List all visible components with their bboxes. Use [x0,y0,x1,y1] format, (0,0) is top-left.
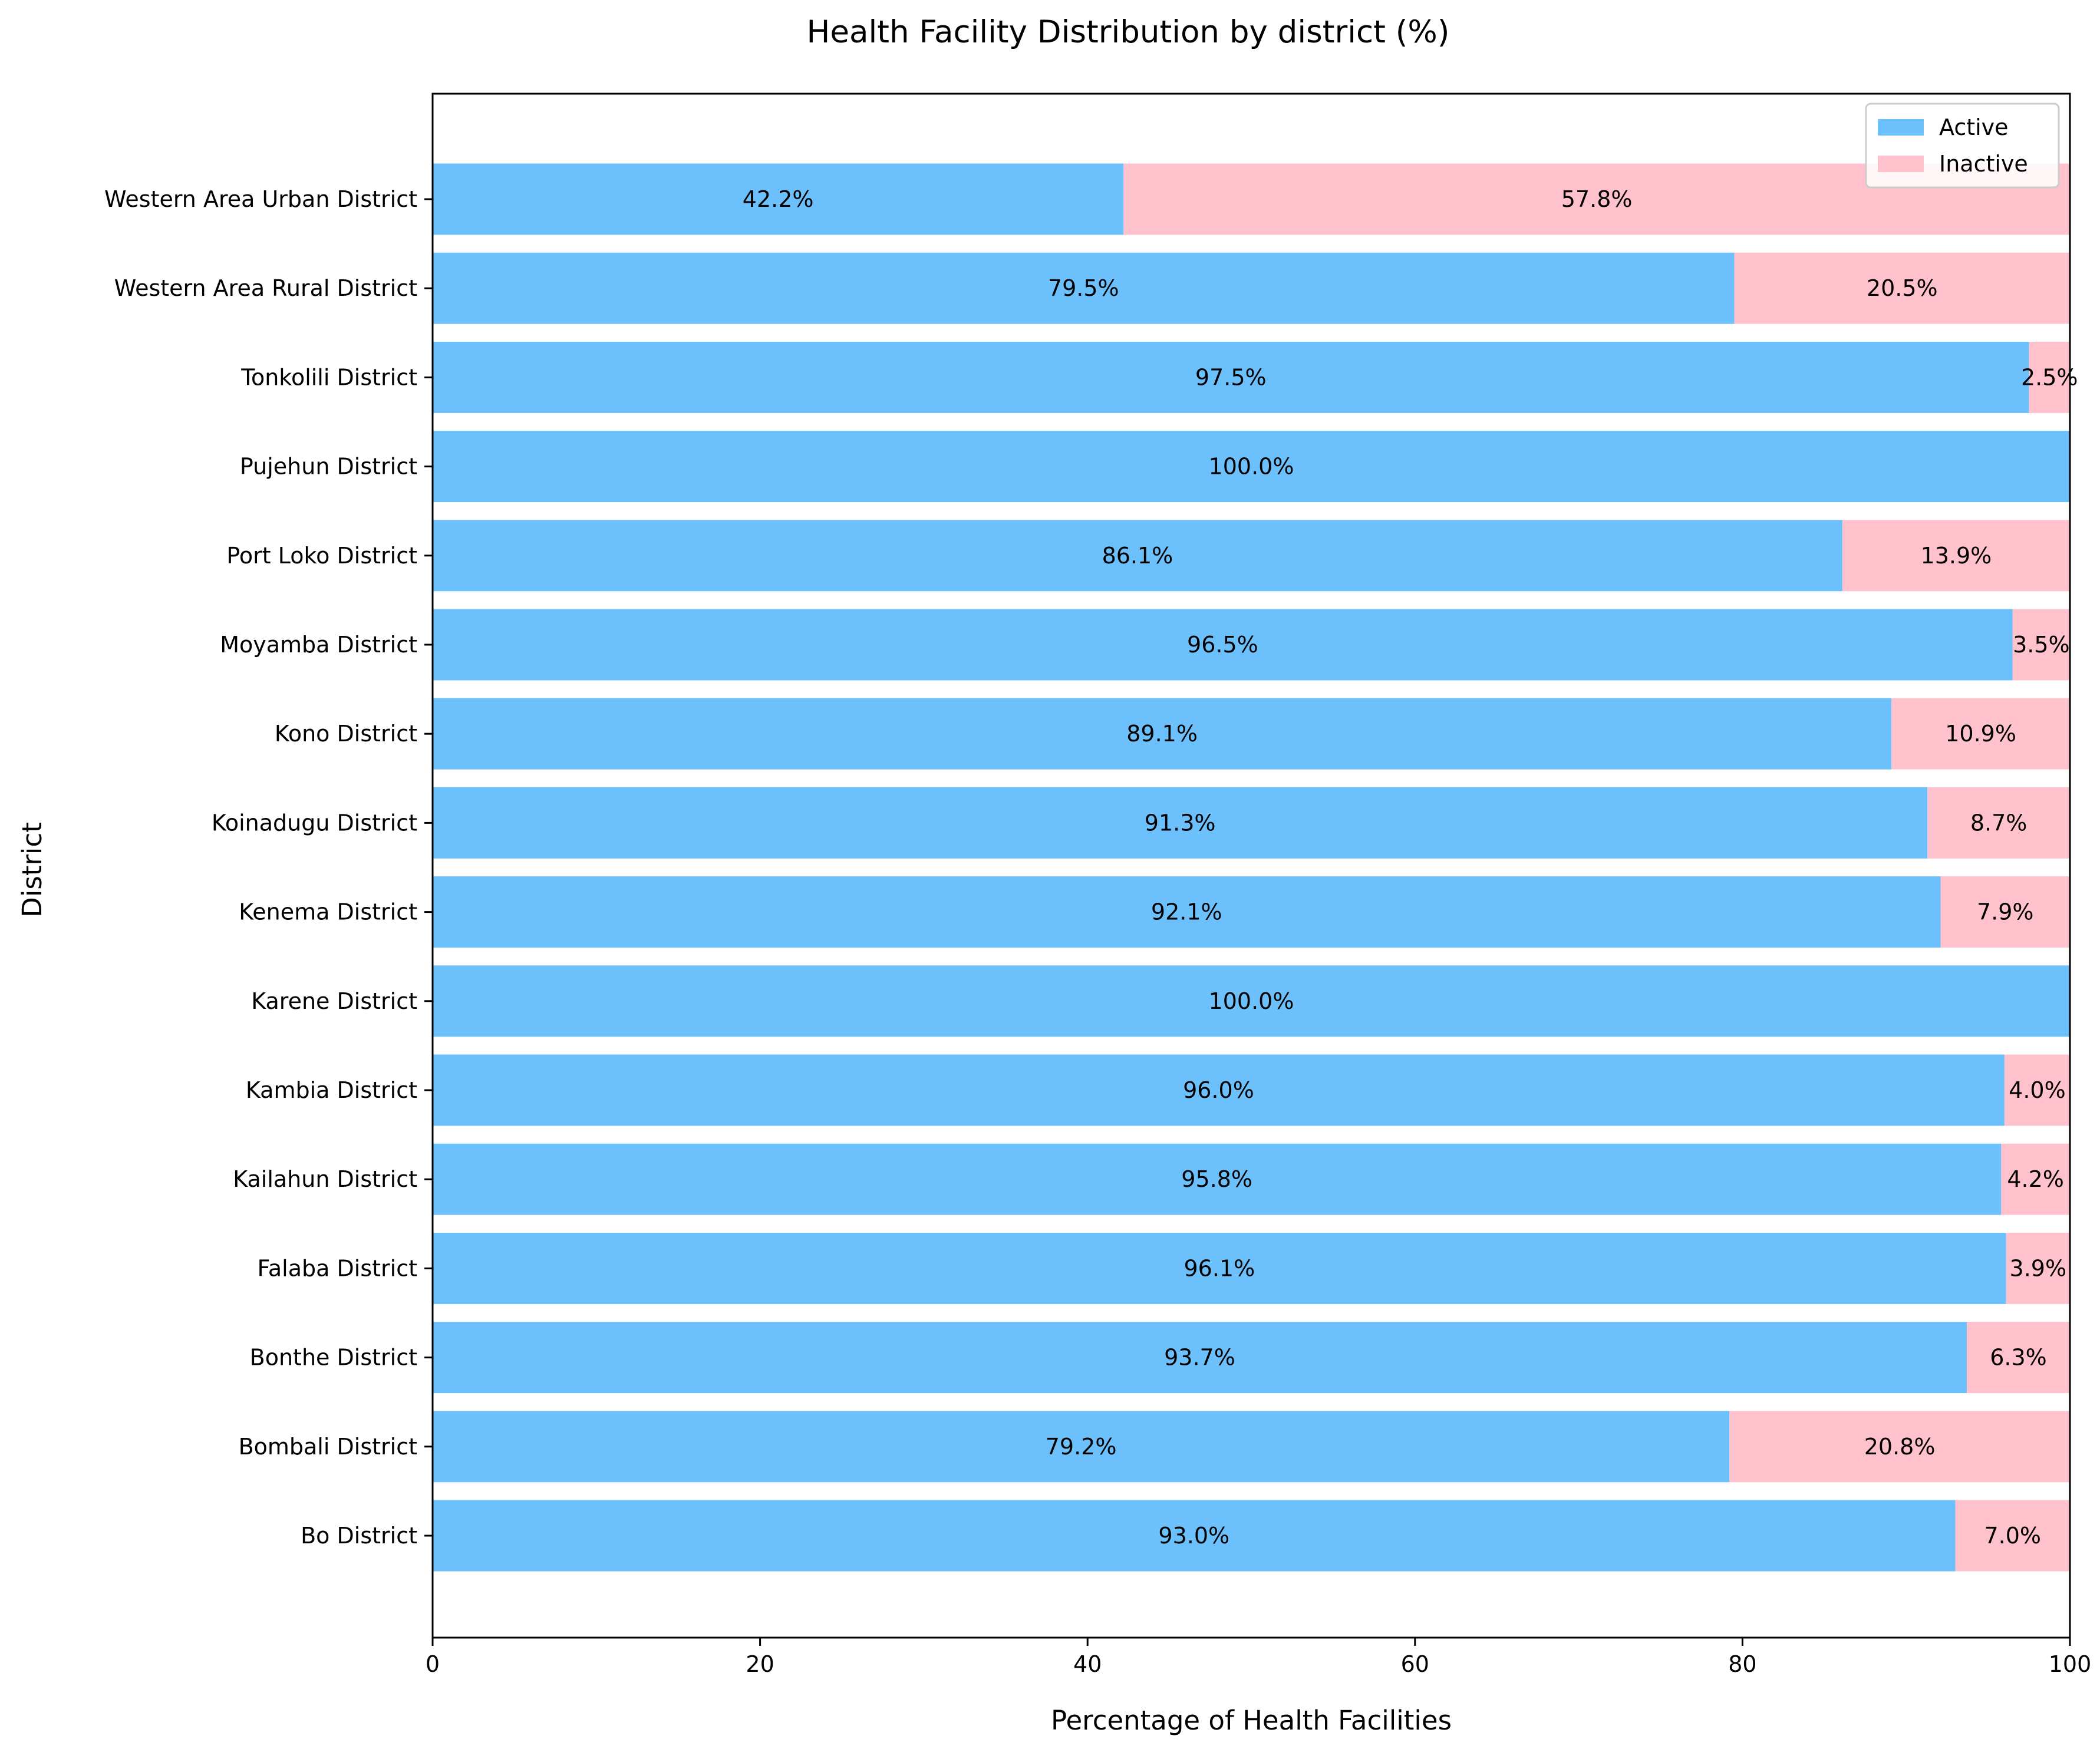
x-tick-label: 100 [2049,1651,2092,1677]
bar-label: 100.0% [1209,454,1294,480]
y-tick-label: Kailahun District [233,1166,417,1192]
y-tick-label: Kambia District [246,1077,417,1103]
y-tick-label: Bonthe District [250,1345,417,1371]
bar-inactive [2012,609,2070,681]
x-tick-label: 40 [1073,1651,1102,1677]
x-tick-label: 60 [1401,1651,1429,1677]
bar-label: 42.2% [743,186,814,212]
bar-inactive [1940,876,2070,948]
bar-label: 96.5% [1187,632,1258,658]
bar-active [433,1054,2005,1126]
bar-active [433,876,1941,948]
bar-inactive [2006,1232,2070,1304]
bar-label: 8.7% [1970,810,2028,836]
y-tick-label: Koinadugu District [212,810,417,836]
bar-inactive [1842,520,2070,592]
x-tick-label: 0 [426,1651,440,1677]
y-tick-label: Pujehun District [240,454,417,480]
y-tick-label: Moyamba District [220,632,417,658]
y-tick-label: Bombali District [239,1434,417,1460]
bar-active [433,965,2070,1037]
y-tick-label: Karene District [251,988,417,1014]
legend-label-active: Active [1939,114,2009,140]
bar-label: 7.9% [1977,899,2034,925]
y-axis-label: District [17,822,48,918]
bar-active [433,1232,2006,1304]
bar-inactive [1734,252,2070,324]
bar-label: 97.5% [1195,364,1267,390]
y-tick-label: Kenema District [239,899,417,925]
bar-label: 10.9% [1945,721,2016,747]
y-tick-label: Western Area Urban District [104,186,417,212]
x-axis: 0 20 40 60 80 100 [426,1638,2091,1677]
bar-label: 13.9% [1921,543,1992,569]
x-tick-label: 20 [746,1651,774,1677]
chart-title: Health Facility Distribution by district… [807,14,1450,50]
plot-frame [431,93,2071,1639]
bar-inactive [1891,698,2070,770]
bar-label: 96.0% [1183,1077,1254,1103]
bar-label: 93.7% [1164,1345,1235,1371]
bar-inactive [1927,787,2070,859]
bar-label: 7.0% [1984,1523,2041,1549]
bar-active [433,1143,2002,1215]
bar-label: 20.8% [1864,1434,1936,1460]
legend-label-inactive: Inactive [1939,151,2028,177]
bar-label: 79.2% [1046,1434,1117,1460]
bar-inactive [2004,1054,2070,1126]
bar-label: 91.3% [1145,810,1216,836]
y-tick-label: Bo District [301,1523,417,1549]
bar-label: 95.8% [1181,1166,1252,1192]
bar-active [433,431,2070,503]
bar-active [433,1500,1956,1572]
y-tick-label: Port Loko District [226,543,417,569]
bar-label: 2.5% [2021,364,2078,390]
x-axis-label: Percentage of Health Facilities [1051,1705,1452,1736]
bar-label: 96.1% [1183,1255,1255,1281]
bar-active [433,1411,1730,1483]
y-tick-label: Kono District [275,721,417,747]
legend: Active Inactive [1865,103,2060,189]
bar-label: 79.5% [1048,275,1119,301]
bar-active [433,609,2013,681]
y-tick-label: Tonkolili District [240,364,417,390]
bar-active [433,163,1124,235]
x-tick-label: 80 [1728,1651,1756,1677]
bar-label: 20.5% [1867,275,1938,301]
bar-inactive [2001,1143,2070,1215]
bars-group [433,163,2070,1572]
bar-label: 92.1% [1151,899,1222,925]
bar-label: 3.9% [2010,1255,2067,1281]
bar-label: 4.0% [2009,1077,2066,1103]
bar-active [433,698,1892,770]
bar-label: 100.0% [1209,988,1294,1014]
y-tick-label: Western Area Rural District [114,275,417,301]
bar-label: 6.3% [1990,1345,2047,1371]
bar-active [433,520,1842,592]
bar-active [433,1322,1967,1394]
legend-swatch-active [1878,119,1924,136]
bar-inactive [1955,1500,2070,1572]
bar-label: 93.0% [1158,1523,1229,1549]
bar-inactive [2029,341,2070,413]
bar-labels-group: 93.0% 7.0% 79.2% 20.8% 93.7% 6.3% 96.1% 3.9% 95.… [743,186,2078,1549]
bar-label: 57.8% [1561,186,1633,212]
bar-label: 4.2% [2007,1166,2064,1192]
y-tick-label: Falaba District [258,1255,417,1281]
bar-active [433,341,2029,413]
bar-active [433,252,1735,324]
legend-swatch-inactive [1878,156,1924,172]
bar-label: 86.1% [1102,543,1173,569]
bar-active [433,787,1928,859]
bar-inactive [1966,1322,2070,1394]
bar-inactive [1729,1411,2070,1483]
y-axis: Bo District Bombali District Bonthe Distri… [104,186,433,1549]
bar-label: 89.1% [1126,721,1198,747]
bar-label: 3.5% [2013,632,2070,658]
